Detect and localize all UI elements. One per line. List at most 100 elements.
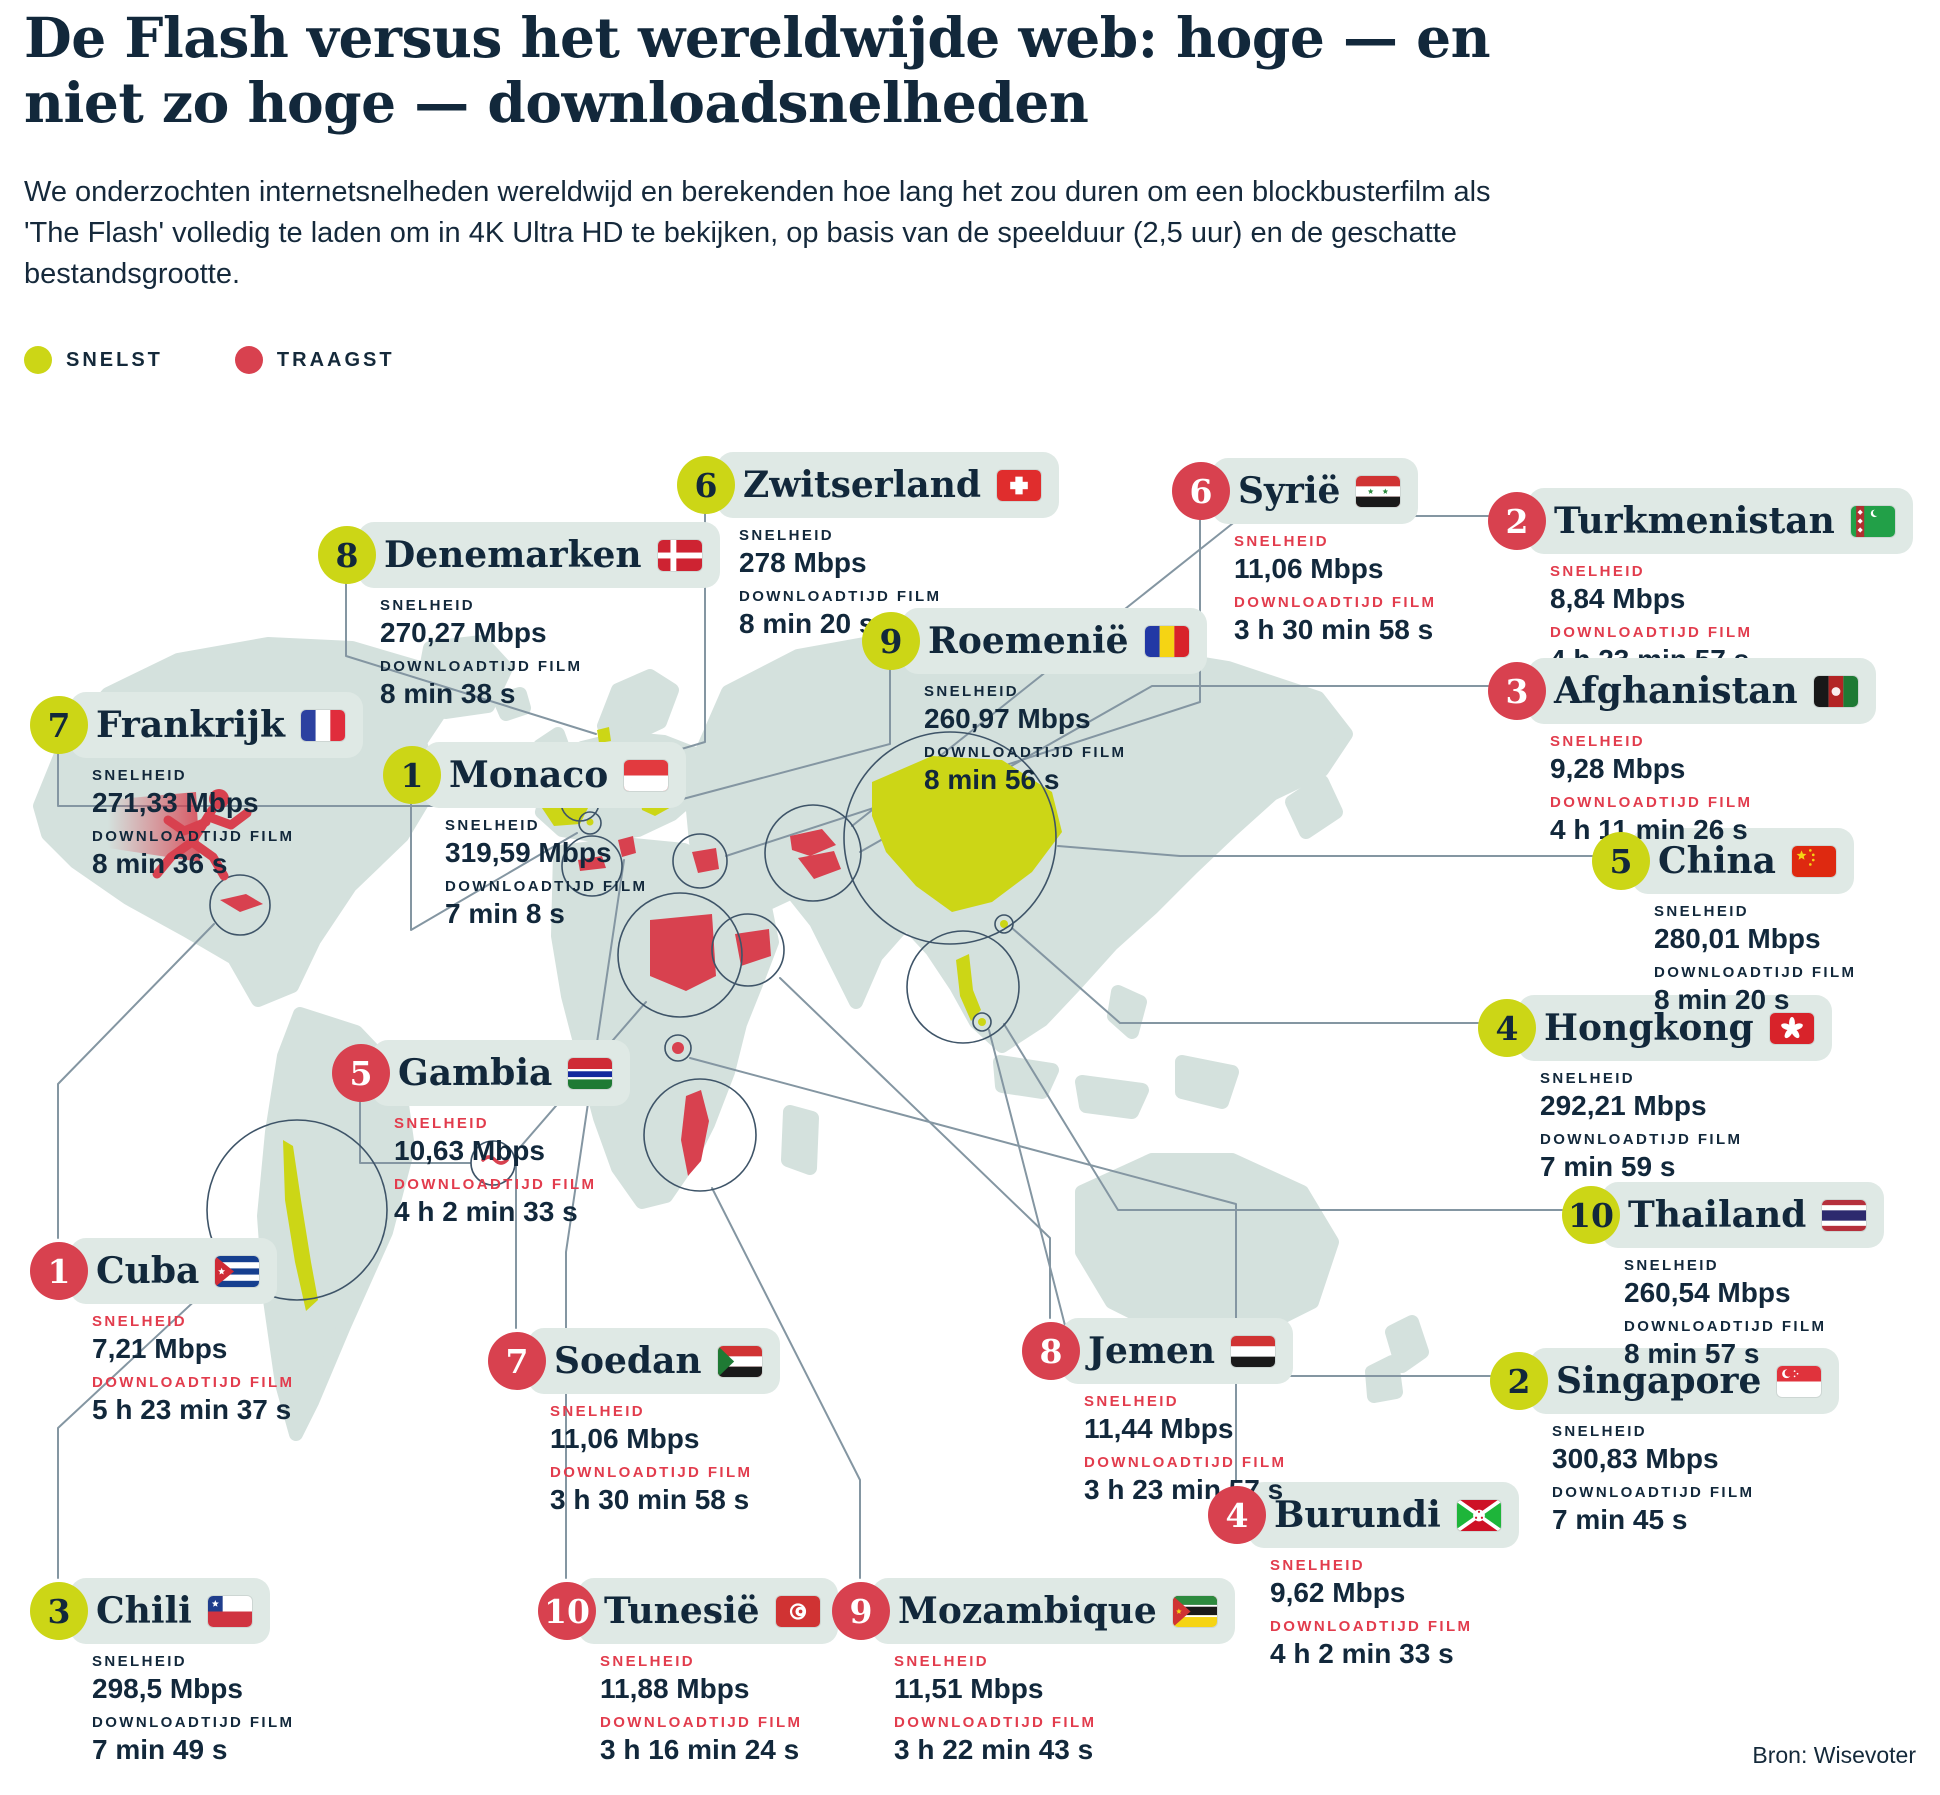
download-value: 8 min 20 s [739,608,875,639]
fast-dot-icon [24,346,52,374]
country-name: Chili [96,1590,192,1632]
tunesie-flag-icon [775,1595,820,1627]
download-label: DOWNLOADTIJD FILM [92,828,295,845]
speed-label: SNELHEID [600,1653,696,1670]
slow-dot-icon [234,346,263,374]
legend-item-slow: TRAAGST [234,346,395,374]
callout-stats: SNELHEID 7,21 Mbps DOWNLOADTIJD FILM 5 h 23… [92,1313,294,1426]
speed-value: 280,01 Mbps [1654,923,1821,954]
speed-label: SNELHEID [380,597,476,614]
speed-label: SNELHEID [1624,1257,1720,1274]
download-value: 8 min 57 s [1624,1338,1760,1369]
rank-badge: 3 [1488,662,1546,720]
callout-roemenie: 9 Roemenië SNELHEID 260,97 Mbps DOWNLOADTIJD… [862,608,1207,796]
country-pill: Cuba [70,1238,278,1304]
callout-header: 6 Syrië [1172,458,1436,524]
download-value: 4 h 2 min 33 s [1270,1638,1454,1669]
rank-badge: 2 [1490,1352,1548,1410]
roemenie-flag-icon [1144,625,1189,657]
country-name: Tunesië [604,1590,760,1632]
callout-header: 9 Roemenië [862,608,1207,674]
country-pill: Monaco [423,742,687,808]
callout-header: 5 Gambia [332,1040,631,1106]
legend-item-fast: SNELST [24,346,163,374]
speed-label: SNELHEID [1270,1557,1366,1574]
callout-mozambique: 9 Mozambique SNELHEID 11,51 Mbps DOWNLOADTIJ… [832,1578,1235,1766]
afghanistan-flag-icon [1813,675,1858,707]
download-value: 7 min 8 s [445,898,565,929]
download-value: 3 h 30 min 58 s [1234,614,1434,645]
country-name: China [1658,840,1777,882]
callout-stats: SNELHEID 9,62 Mbps DOWNLOADTIJD FILM 4 h 2 … [1270,1557,1519,1670]
connector-line [711,1187,861,1579]
speed-value: 300,83 Mbps [1552,1443,1719,1474]
callout-header: 7 Frankrijk [30,692,363,758]
speed-value: 9,62 Mbps [1270,1577,1406,1608]
download-label: DOWNLOADTIJD FILM [1550,624,1753,641]
callout-frankrijk: 7 Frankrijk SNELHEID 271,33 Mbps DOWNLOADTIJ… [30,692,363,880]
callout-stats: SNELHEID 271,33 Mbps DOWNLOADTIJD FILM 8 mi… [92,767,363,880]
country-name: Monaco [449,754,609,796]
country-name: Turkmenistan [1554,500,1835,542]
connector-line [345,577,597,735]
country-pill: Denemarken [358,522,720,588]
callout-cuba: 1 Cuba SNELHEID 7,21 Mbps DOWNLOADTIJD FILM 5… [30,1238,294,1426]
callout-stats: SNELHEID 11,88 Mbps DOWNLOADTIJD FILM 3 h 1… [600,1653,838,1766]
download-label: DOWNLOADTIJD FILM [1654,964,1857,981]
country-pill: Afghanistan [1528,658,1876,724]
callout-afghanistan: 3 Afghanistan SNELHEID 9,28 Mbps DOWNLOADTIJ… [1488,658,1876,846]
thailand-flag-icon [1822,1199,1867,1231]
download-label: DOWNLOADTIJD FILM [92,1714,295,1731]
callout-header: 6 Zwitserland [677,452,1060,518]
callout-stats: SNELHEID 9,28 Mbps DOWNLOADTIJD FILM 4 h 11… [1550,733,1876,846]
denemarken-flag-icon [657,539,702,571]
speed-label: SNELHEID [92,767,188,784]
zwitserland-flag-icon [997,469,1042,501]
download-label: DOWNLOADTIJD FILM [1550,794,1753,811]
callout-stats: SNELHEID 319,59 Mbps DOWNLOADTIJD FILM 7 mi… [445,817,686,930]
speed-label: SNELHEID [394,1115,490,1132]
callout-thailand: 10 Thailand SNELHEID 260,54 Mbps DOWNLOADTIJ… [1562,1182,1885,1370]
singapore-flag-icon [1777,1365,1822,1397]
page-subtitle: We onderzochten internetsnelheden wereld… [24,176,1491,291]
rank-badge: 10 [538,1582,596,1640]
callout-stats: SNELHEID 280,01 Mbps DOWNLOADTIJD FILM 8 mi… [1654,903,1856,1016]
callout-stats: SNELHEID 292,21 Mbps DOWNLOADTIJD FILM 7 mi… [1540,1070,1832,1183]
download-value: 8 min 56 s [924,764,1060,795]
country-pill: Frankrijk [70,692,363,758]
source-credit: Bron: Wisevoter [1752,1742,1916,1768]
speed-value: 11,88 Mbps [600,1673,750,1704]
connector-line [1011,927,1479,1024]
connector-lines [57,511,1593,1579]
cuba-flag-icon [215,1255,260,1287]
connector-line [57,747,541,807]
monaco-flag-icon [624,759,669,791]
callout-stats: SNELHEID 11,51 Mbps DOWNLOADTIJD FILM 3 h 2… [894,1653,1235,1766]
country-name: Cuba [96,1250,200,1292]
page-title: De Flash versus het wereldwijde web: hog… [24,5,1491,135]
callout-header: 8 Denemarken [318,522,720,588]
rank-badge: 1 [30,1242,88,1300]
speed-label: SNELHEID [1550,563,1646,580]
speed-label: SNELHEID [92,1653,188,1670]
download-value: 7 min 59 s [1540,1151,1676,1182]
download-value: 7 min 45 s [1552,1504,1688,1535]
callout-jemen: 8 Jemen SNELHEID 11,44 Mbps DOWNLOADTIJD FIL… [1022,1318,1294,1506]
download-label: DOWNLOADTIJD FILM [445,878,648,895]
callout-soedan: 7 Soedan SNELHEID 11,06 Mbps DOWNLOADTIJD FI… [488,1328,780,1516]
callout-stats: SNELHEID 10,63 Mbps DOWNLOADTIJD FILM 4 h 2… [394,1115,630,1228]
soedan-flag-icon [717,1345,762,1377]
download-label: DOWNLOADTIJD FILM [739,588,942,605]
country-pill: Turkmenistan [1528,488,1913,554]
speed-value: 10,63 Mbps [394,1135,545,1166]
callout-hongkong: 4 Hongkong SNELHEID 292,21 Mbps DOWNLOADTIJD… [1478,995,1832,1183]
download-label: DOWNLOADTIJD FILM [1624,1318,1827,1335]
speed-value: 292,21 Mbps [1540,1090,1707,1121]
rank-badge: 5 [332,1044,390,1102]
turkmenistan-flag-icon [1850,505,1895,537]
rank-badge: 7 [30,696,88,754]
connector-line [359,1095,471,1164]
callout-stats: SNELHEID 278 Mbps DOWNLOADTIJD FILM 8 min 2… [739,527,1059,640]
speed-label: SNELHEID [1654,903,1750,920]
country-name: Afghanistan [1554,670,1798,712]
